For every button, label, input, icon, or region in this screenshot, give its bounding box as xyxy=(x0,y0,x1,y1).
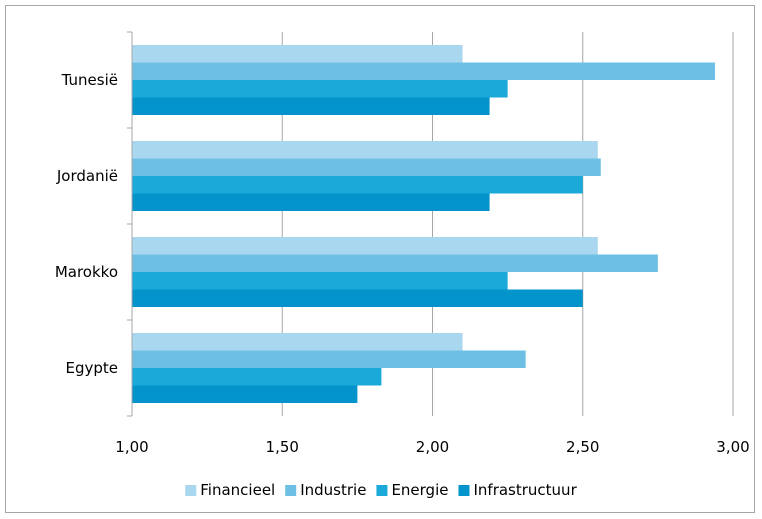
bar xyxy=(132,289,583,307)
bar xyxy=(132,141,598,159)
bar xyxy=(132,333,463,351)
bar xyxy=(132,385,358,403)
bar xyxy=(132,254,658,272)
bar xyxy=(132,368,382,386)
bar xyxy=(132,272,508,290)
x-tick-label: 1,00 xyxy=(115,438,148,456)
x-tick-label: 2,50 xyxy=(566,438,599,456)
legend-swatch xyxy=(285,485,297,496)
bar xyxy=(132,193,490,211)
bar-chart: Egypte Marokko Jordanië Tunesië 1,00 1,50 2,00… xyxy=(55,31,750,499)
category-label: Tunesië xyxy=(61,71,118,89)
legend-swatch xyxy=(185,485,197,496)
bar xyxy=(132,62,715,80)
bar xyxy=(132,45,463,63)
category-label: Egypte xyxy=(65,359,118,377)
legend-swatch xyxy=(458,485,470,496)
category-label: Jordanië xyxy=(56,167,118,185)
legend-label: Industrie xyxy=(300,481,366,499)
category-label: Marokko xyxy=(55,263,118,281)
bar xyxy=(132,80,508,98)
chart-frame: Egypte Marokko Jordanië Tunesië 1,00 1,50 2,00… xyxy=(5,5,755,513)
legend-label: Infrastructuur xyxy=(473,481,577,499)
legend-label: Financieel xyxy=(200,481,275,499)
x-tick-label: 1,50 xyxy=(266,438,299,456)
x-tick-label: 3,00 xyxy=(716,438,749,456)
legend-swatch xyxy=(376,485,388,496)
legend-label: Energie xyxy=(391,481,448,499)
bar xyxy=(132,176,583,194)
bar xyxy=(132,350,526,368)
bar xyxy=(132,158,601,176)
bar xyxy=(132,237,598,255)
bar xyxy=(132,97,490,115)
x-tick-label: 2,00 xyxy=(416,438,449,456)
